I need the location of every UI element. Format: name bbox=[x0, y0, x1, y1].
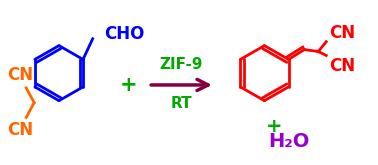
Text: RT: RT bbox=[171, 96, 192, 111]
Text: CN: CN bbox=[7, 121, 33, 139]
Text: CN: CN bbox=[329, 24, 355, 42]
Text: CN: CN bbox=[329, 57, 355, 75]
Text: +: + bbox=[119, 75, 137, 95]
Text: +: + bbox=[266, 117, 283, 136]
Text: H₂O: H₂O bbox=[269, 132, 310, 151]
Text: CHO: CHO bbox=[105, 25, 145, 43]
Text: ZIF-9: ZIF-9 bbox=[160, 57, 203, 72]
Text: CN: CN bbox=[7, 66, 33, 84]
